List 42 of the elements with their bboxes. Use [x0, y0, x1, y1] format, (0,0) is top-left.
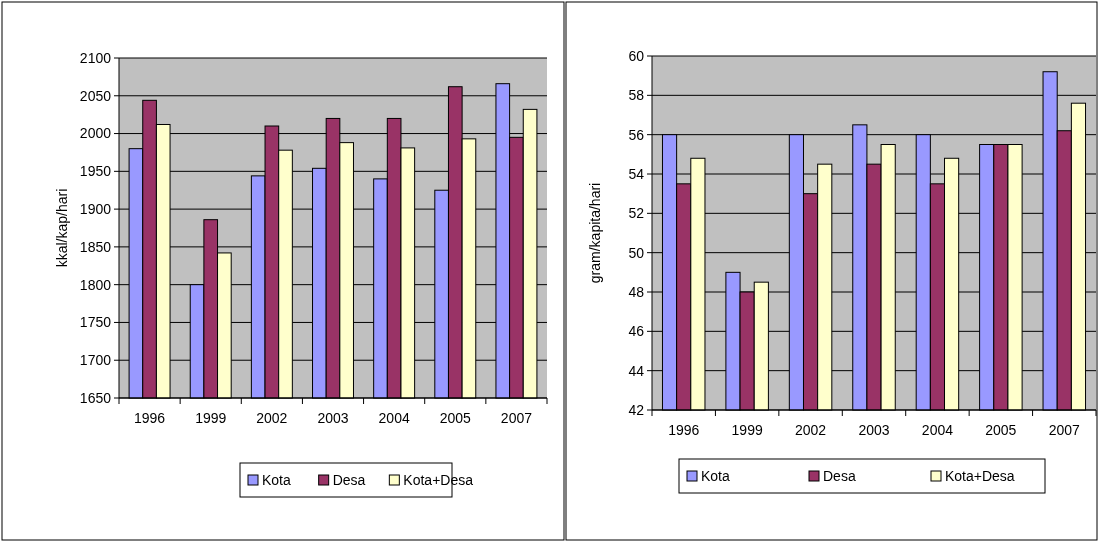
y-tick-label: 2100 [79, 49, 112, 66]
y-tick-label: 1950 [79, 163, 112, 180]
legend-label: Desa [332, 472, 366, 488]
x-tick-label: 2007 [500, 410, 533, 426]
y-tick-label: 1850 [79, 238, 112, 255]
legend-label: Kota+Desa [945, 468, 1015, 484]
y-tick-label: 42 [628, 401, 645, 418]
legend-label: Desa [823, 468, 856, 484]
x-tick-label: 2003 [317, 410, 349, 426]
y-tick-label: 1750 [79, 314, 112, 331]
x-tick-label: 2004 [378, 410, 410, 426]
legend-label: Kota+Desa [403, 472, 474, 488]
y-axis-title: kkal/kap/hari [54, 188, 70, 268]
y-tick-label: 56 [628, 126, 645, 143]
y-tick-label: 44 [628, 362, 645, 379]
x-tick-label: 2007 [1048, 422, 1081, 438]
legend-label: Kota [701, 468, 731, 484]
y-tick-label: 58 [628, 87, 645, 104]
x-tick-label: 1996 [133, 410, 166, 426]
x-tick-label: 1999 [731, 422, 763, 438]
x-tick-label: 2004 [921, 422, 954, 438]
y-tick-label: 2000 [79, 125, 112, 142]
y-tick-label: 60 [628, 47, 645, 64]
x-tick-label: 2002 [794, 422, 827, 438]
x-tick-label: 2002 [256, 410, 288, 426]
y-tick-label: 50 [628, 244, 645, 261]
y-tick-label: 52 [628, 205, 645, 222]
y-tick-label: 1900 [79, 201, 112, 218]
y-tick-label: 48 [628, 283, 645, 300]
x-tick-label: 1999 [195, 410, 227, 426]
y-tick-label: 54 [628, 165, 645, 182]
x-tick-label: 2005 [985, 422, 1017, 438]
y-tick-label: 2050 [79, 87, 112, 104]
y-tick-label: 1700 [79, 352, 112, 369]
x-tick-label: 1996 [668, 422, 700, 438]
y-tick-label: 1800 [79, 276, 112, 293]
y-tick-label: 1650 [79, 389, 112, 406]
x-tick-label: 2005 [439, 410, 472, 426]
x-tick-label: 2003 [858, 422, 890, 438]
y-axis-title: gram/kapita/hari [587, 182, 603, 284]
legend-label: Kota [262, 472, 292, 488]
y-tick-label: 46 [628, 323, 645, 340]
